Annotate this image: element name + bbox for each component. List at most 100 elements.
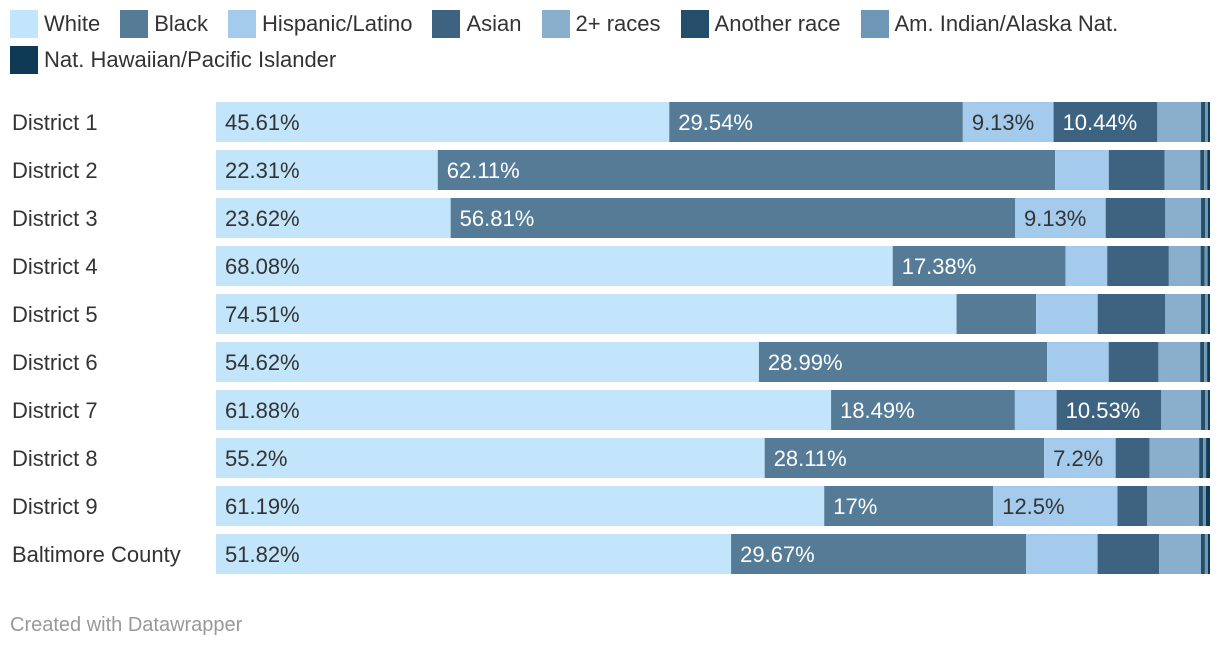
bar-segment: [1200, 534, 1205, 574]
bar-segment: [1199, 438, 1204, 478]
bar-segment: [1205, 198, 1209, 238]
data-label: 7.2%: [1053, 446, 1103, 471]
bar-segment: [1204, 342, 1208, 382]
bar-segment: [993, 486, 1118, 526]
bar-segment: [1201, 198, 1206, 238]
bar-segment: [216, 438, 765, 478]
data-label: 61.88%: [225, 398, 300, 423]
legend-item: Am. Indian/Alaska Nat.: [860, 10, 1119, 38]
data-label: 17.38%: [902, 254, 977, 279]
bar-segment: [1202, 486, 1206, 526]
bar-segment: [1014, 198, 1106, 238]
legend-item: Black: [120, 10, 208, 38]
bar-segment: [1157, 102, 1202, 142]
bar-segment: [1207, 150, 1210, 190]
legend-item: Hispanic/Latino: [228, 10, 412, 38]
bar-segment: [1053, 102, 1158, 142]
data-label: 10.53%: [1066, 398, 1141, 423]
bar-segment: [669, 102, 963, 142]
bar-row: District 2 22.31% 62.11%: [12, 150, 1210, 190]
legend-label: Black: [154, 11, 209, 36]
legend-swatch: [680, 10, 709, 38]
legend-label: White: [44, 11, 101, 36]
legend-label: Asian: [466, 11, 522, 36]
bar-segment: [764, 438, 1045, 478]
bar-segment: [1056, 390, 1162, 430]
bar-segment: [1164, 150, 1201, 190]
legend: White Black Hispanic/Latino Asian 2+ races An…: [10, 10, 1210, 74]
bar-segment: [1165, 198, 1202, 238]
bar-segment: [1036, 294, 1098, 334]
legend-item: Another race: [680, 10, 841, 38]
bar-segment: [731, 534, 1027, 574]
data-label: 54.62%: [225, 350, 300, 375]
legend-swatch: [10, 10, 38, 38]
bar-segment: [1198, 486, 1203, 526]
data-label: 51.82%: [225, 542, 300, 567]
datawrapper-credit[interactable]: Created with Datawrapper: [10, 614, 243, 636]
bar-segment: [1165, 294, 1202, 334]
bar-segment: [216, 342, 759, 382]
bar-segment: [1014, 390, 1057, 430]
legend-item: Nat. Hawaiian/Pacific Islander: [10, 46, 336, 74]
bar-segment: [1107, 246, 1169, 286]
data-label: 12.5%: [1002, 494, 1064, 519]
bar-segment: [1208, 390, 1210, 430]
bar-segment: [1065, 246, 1108, 286]
bar-segment: [892, 246, 1066, 286]
category-label: District 9: [12, 494, 98, 519]
category-label: District 6: [12, 350, 98, 375]
bar-segment: [216, 150, 438, 190]
legend-swatch: [541, 10, 570, 38]
bar-segment: [1201, 294, 1206, 334]
category-label: District 2: [12, 158, 98, 183]
data-label: 28.99%: [768, 350, 843, 375]
bar-segment: [1200, 246, 1205, 286]
bar-segment: [1097, 294, 1166, 334]
bar-row: District 8 55.2% 28.11% 7.2%: [12, 438, 1210, 478]
data-label: 68.08%: [225, 254, 300, 279]
bar-segment: [1208, 198, 1210, 238]
bar-segment: [1207, 534, 1210, 574]
legend-item: White: [10, 10, 100, 38]
bar-segment: [1207, 342, 1210, 382]
bar-segment: [1097, 534, 1160, 574]
bar-segment: [1047, 342, 1109, 382]
bar-segment: [437, 150, 1056, 190]
bar-row: District 3 23.62% 56.81% 9.13%: [12, 198, 1210, 238]
data-label: 29.54%: [678, 110, 753, 135]
data-label: 55.2%: [225, 446, 287, 471]
bar-segment: [216, 486, 825, 526]
legend-swatch: [10, 46, 38, 74]
bar-segment: [1201, 102, 1206, 142]
bar-segment: [1205, 486, 1210, 526]
data-label: 10.44%: [1063, 110, 1138, 135]
bar-segment: [216, 294, 957, 334]
bar-segment: [956, 294, 1037, 334]
category-label: District 4: [12, 254, 98, 279]
bar-segment: [1108, 150, 1165, 190]
legend-label: Nat. Hawaiian/Pacific Islander: [44, 47, 337, 72]
bar-segment: [1207, 246, 1210, 286]
bar-row: District 6 54.62% 28.99%: [12, 342, 1210, 382]
data-label: 45.61%: [225, 110, 300, 135]
category-label: District 1: [12, 110, 98, 135]
bar-segment: [1149, 438, 1200, 478]
bar-segment: [1159, 534, 1201, 574]
bar-segment: [1205, 102, 1209, 142]
bar-segment: [1208, 294, 1210, 334]
legend-swatch: [228, 10, 257, 38]
data-label: 62.11%: [447, 158, 520, 183]
bar-segment: [1026, 534, 1098, 574]
category-label: District 5: [12, 302, 98, 327]
bar-segment: [216, 102, 670, 142]
bar-segment: [1105, 198, 1166, 238]
legend-label: Am. Indian/Alaska Nat.: [894, 11, 1119, 36]
bar-segment: [1117, 486, 1148, 526]
legend-label: Another race: [714, 11, 841, 36]
data-label: 22.31%: [225, 158, 300, 183]
data-label: 23.62%: [225, 206, 300, 231]
bar-segment: [1200, 342, 1205, 382]
bar-segment: [1205, 390, 1209, 430]
bar-segment: [1201, 390, 1206, 430]
